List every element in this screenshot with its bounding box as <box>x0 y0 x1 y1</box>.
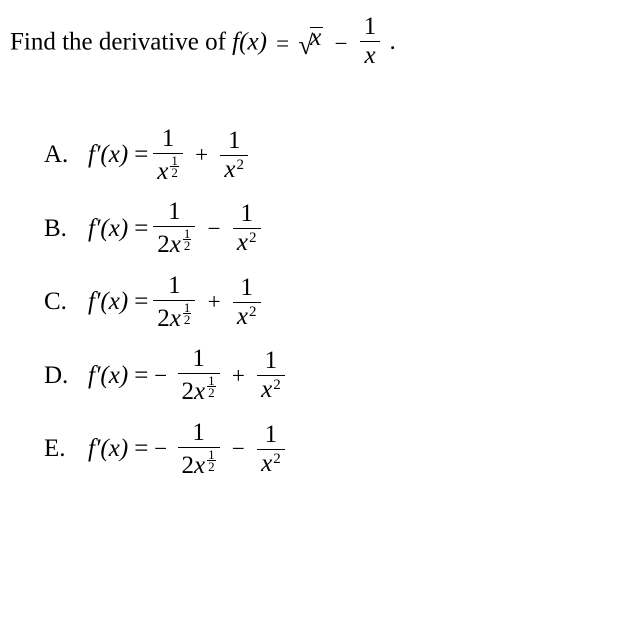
term2: 1 x2 <box>220 128 248 184</box>
leading-neg: − <box>152 436 170 462</box>
sqrt-radicand: x <box>310 24 321 51</box>
stem-period: . <box>388 28 396 55</box>
choice-d: D. f′(x) = − 1 2x12 + 1 x2 <box>44 346 620 406</box>
sqrt-x: √x <box>298 27 323 59</box>
term2: 1 x2 <box>257 348 285 404</box>
question-stem: Find the derivative of f(x) = √x − 1 x . <box>10 14 620 70</box>
answer-choices: A. f′(x) = 1 x12 + 1 x2 B. f′(x) = <box>44 126 620 480</box>
term1: 1 x12 <box>153 126 183 186</box>
term2: 1 x2 <box>257 422 285 478</box>
term1: 1 2x12 <box>153 199 195 259</box>
minus-sign: − <box>330 30 353 58</box>
op-plus: + <box>190 142 213 168</box>
stem-text: Find the derivative of <box>10 28 232 55</box>
rhs: 1 2x12 − 1 x2 <box>152 199 261 259</box>
stem-x: x <box>247 28 258 55</box>
rhs: − 1 2x12 + 1 x2 <box>152 346 285 406</box>
choice-b: B. f′(x) = 1 2x12 − 1 x2 <box>44 199 620 259</box>
equals-sign: = <box>273 30 292 58</box>
frac-den: x <box>360 42 381 69</box>
term1: 1 2x12 <box>153 273 195 333</box>
choice-c: C. f′(x) = 1 2x12 + 1 x2 <box>44 273 620 333</box>
page: Find the derivative of f(x) = √x − 1 x .… <box>0 0 630 503</box>
choice-a: A. f′(x) = 1 x12 + 1 x2 <box>44 126 620 186</box>
term2: 1 x2 <box>233 275 261 331</box>
choice-letter: A. <box>44 141 88 169</box>
rhs: 1 2x12 + 1 x2 <box>152 273 261 333</box>
choice-e: E. f′(x) = − 1 2x12 − 1 x2 <box>44 420 620 480</box>
choice-lhs: f′(x) <box>88 288 132 316</box>
choice-letter: C. <box>44 288 88 316</box>
equals-icon: = <box>132 215 152 243</box>
op-minus: − <box>227 436 250 462</box>
equals-icon: = <box>132 288 152 316</box>
term2: 1 x2 <box>233 201 261 257</box>
frac-1-over-x: 1 x <box>360 14 381 70</box>
choice-lhs: f′(x) <box>88 362 132 390</box>
equals-icon: = <box>132 362 152 390</box>
op-minus: − <box>203 216 226 242</box>
equals-icon: = <box>132 435 152 463</box>
leading-neg: − <box>152 363 170 389</box>
term1: 1 2x12 <box>178 346 220 406</box>
op-plus: + <box>203 289 226 315</box>
frac-num: 1 <box>360 14 381 42</box>
choice-letter: D. <box>44 362 88 390</box>
rhs: − 1 2x12 − 1 x2 <box>152 420 285 480</box>
choice-letter: B. <box>44 215 88 243</box>
choice-lhs: f′(x) <box>88 435 132 463</box>
choice-letter: E. <box>44 435 88 463</box>
choice-lhs: f′(x) <box>88 141 132 169</box>
stem-function: f(x) <box>232 28 273 55</box>
term1: 1 2x12 <box>178 420 220 480</box>
op-plus: + <box>227 363 250 389</box>
equals-icon: = <box>132 141 152 169</box>
rhs: 1 x12 + 1 x2 <box>152 126 249 186</box>
stem-f: f <box>232 28 239 55</box>
choice-lhs: f′(x) <box>88 215 132 243</box>
